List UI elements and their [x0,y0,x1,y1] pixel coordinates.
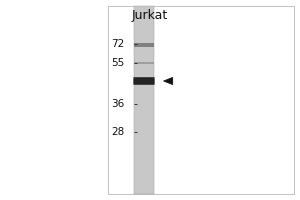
FancyBboxPatch shape [108,6,294,194]
Text: Jurkat: Jurkat [132,9,168,22]
Text: 72: 72 [111,39,124,49]
Text: 55: 55 [111,58,124,68]
FancyBboxPatch shape [133,77,155,85]
Text: 36: 36 [111,99,124,109]
FancyBboxPatch shape [134,6,154,194]
FancyBboxPatch shape [134,62,154,64]
Polygon shape [164,77,173,85]
FancyBboxPatch shape [134,43,154,47]
Text: 28: 28 [111,127,124,137]
